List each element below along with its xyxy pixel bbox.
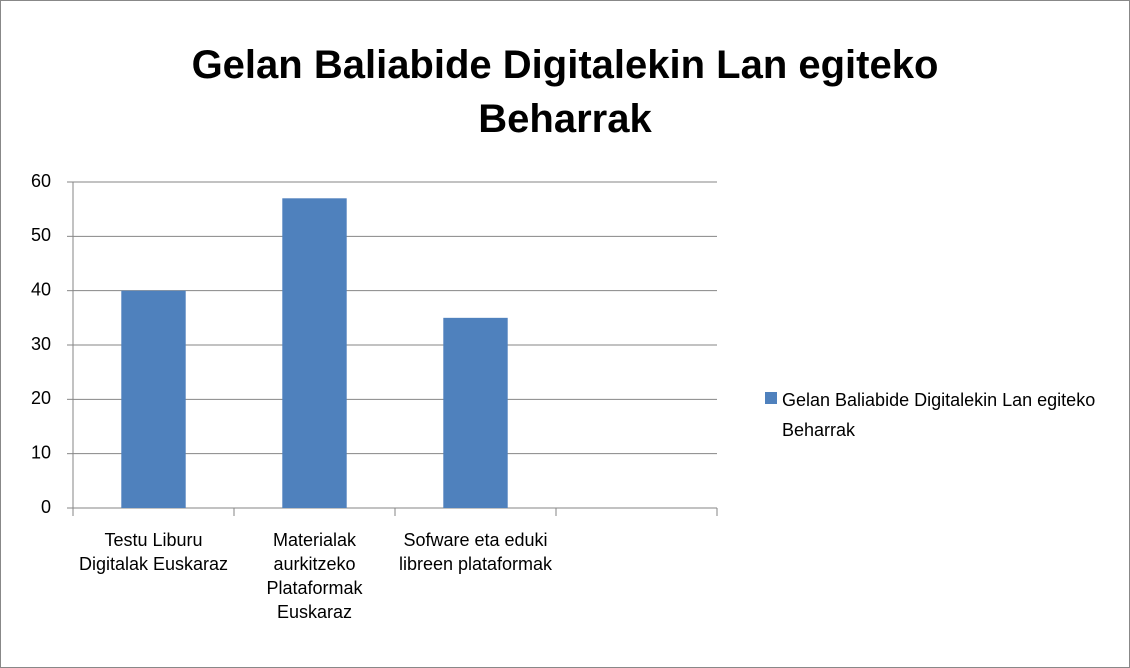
bar [443, 317, 508, 508]
y-tick-label: 30 [31, 334, 51, 354]
y-tick-label: 0 [41, 497, 51, 517]
bar [282, 198, 347, 509]
y-tick-label: 50 [31, 225, 51, 245]
y-tick-label: 10 [31, 442, 51, 462]
y-tick-label: 20 [31, 388, 51, 408]
x-tick-label: Materialak aurkitzeko Plataformak Euskar… [266, 530, 363, 622]
legend-label: Gelan Baliabide Digitalekin Lan egiteko … [782, 390, 1096, 440]
y-tick-label: 40 [31, 279, 51, 299]
chart-title: Gelan Baliabide Digitalekin Lan egiteko … [191, 43, 939, 141]
bar [121, 290, 186, 508]
legend-swatch [765, 392, 777, 404]
x-tick-label: Testu Liburu Digitalak Euskaraz [78, 530, 229, 574]
y-tick-label: 60 [31, 171, 51, 191]
x-tick-label: Sofware eta eduki libreen plataformak [398, 530, 553, 574]
